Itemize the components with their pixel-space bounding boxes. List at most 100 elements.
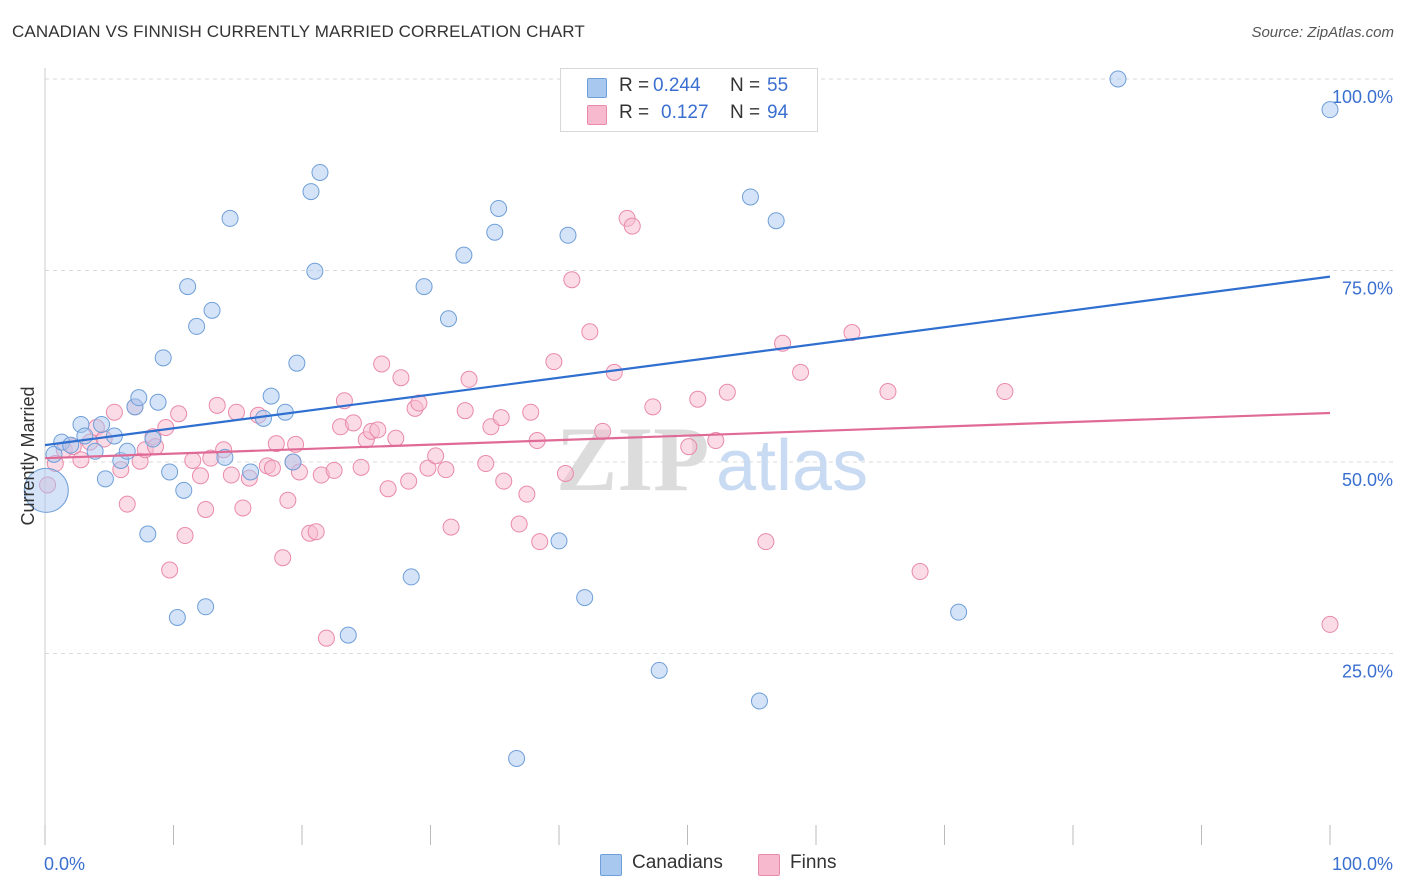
- finns-point: [72, 451, 90, 469]
- canadians-point: [750, 692, 768, 710]
- finns-point: [325, 461, 343, 479]
- canadians-point: [490, 199, 508, 217]
- finns-point: [644, 398, 662, 416]
- finns-point: [495, 472, 513, 490]
- watermark-zip: ZIP: [556, 408, 709, 510]
- finns-point: [208, 396, 226, 414]
- canadians-point: [62, 436, 80, 454]
- canadians-point: [559, 226, 577, 244]
- canadians-point: [455, 246, 473, 264]
- finns-point: [222, 466, 240, 484]
- canadians-point: [96, 470, 114, 488]
- finns-point: [581, 323, 599, 341]
- y-tick-label: 25.0%: [1342, 662, 1393, 682]
- finns-swatch: [587, 105, 607, 125]
- canadians-point: [144, 430, 162, 448]
- finns-point: [707, 432, 725, 450]
- canadians-point: [486, 223, 504, 241]
- finns-point: [352, 458, 370, 476]
- finns-point: [545, 353, 563, 371]
- y-axis-label: Currently Married: [18, 386, 38, 525]
- finns-point: [197, 500, 215, 518]
- finns-point: [369, 421, 387, 439]
- y-tick-label: 75.0%: [1342, 279, 1393, 299]
- finns-point: [911, 563, 929, 581]
- finns-point: [400, 472, 418, 490]
- finns-point: [556, 464, 574, 482]
- canadians-point: [306, 262, 324, 280]
- grid-layer: [45, 78, 1393, 654]
- canadians-point: [23, 467, 69, 513]
- canadians-point: [741, 188, 759, 206]
- finns-legend-label: Finns: [790, 852, 837, 873]
- canadians-points: [23, 70, 1339, 767]
- finns-point: [522, 403, 540, 421]
- canadians-point: [130, 389, 148, 407]
- finns-point: [170, 405, 188, 423]
- finns-point: [477, 455, 495, 473]
- finns-point: [460, 370, 478, 388]
- finns-point: [176, 527, 194, 545]
- finns-point: [456, 402, 474, 420]
- canadians-swatch: [587, 78, 607, 98]
- finns-point: [344, 414, 362, 432]
- canadians-point: [197, 598, 215, 616]
- finns-point: [234, 499, 252, 517]
- finns-point: [427, 447, 445, 465]
- finns-point: [843, 324, 861, 342]
- legend-n-value: 94: [767, 102, 789, 123]
- finns-point: [118, 495, 136, 513]
- finns-point: [718, 383, 736, 401]
- canadians-point: [311, 163, 329, 181]
- finns-point: [184, 451, 202, 469]
- finns-point: [442, 518, 460, 536]
- canadians-point: [242, 463, 260, 481]
- canadians-point: [139, 525, 157, 543]
- finns-point: [191, 467, 209, 485]
- stats-legend: R = 0.244 N = 55 R = 0.127 N = 94: [560, 68, 818, 132]
- canadians-point: [339, 626, 357, 644]
- legend-r-label: R =: [619, 102, 650, 123]
- finns-point: [623, 217, 641, 235]
- canadians-point: [93, 415, 111, 433]
- legend-n-label: N =: [730, 75, 761, 96]
- canadians-legend-swatch: [600, 854, 622, 876]
- canadians-point: [118, 442, 136, 460]
- y-tick-label: 50.0%: [1342, 470, 1393, 490]
- finns-point: [373, 355, 391, 373]
- canadians-point: [576, 589, 594, 607]
- canadians-point: [216, 448, 234, 466]
- canadians-point: [950, 603, 968, 621]
- finns-legend-swatch: [758, 854, 780, 876]
- canadians-point: [508, 749, 526, 767]
- canadians-point: [415, 278, 433, 296]
- finns-point: [996, 383, 1014, 401]
- finns-point: [274, 549, 292, 567]
- finns-point: [307, 523, 325, 541]
- finns-point: [879, 383, 897, 401]
- trend-lines: [44, 275, 1331, 460]
- y-tick-label: 100.0%: [1332, 87, 1393, 107]
- axis-layer: 100.0% 75.0% 50.0% 25.0%: [44, 68, 1393, 845]
- finns-point: [379, 480, 397, 498]
- canadians-point: [439, 310, 457, 328]
- finns-point: [757, 533, 775, 551]
- legend-r-value: 0.127: [661, 102, 709, 123]
- finns-point: [492, 409, 510, 427]
- finns-point: [518, 485, 536, 503]
- canadians-point: [284, 453, 302, 471]
- legend-r-label: R =: [619, 75, 650, 96]
- canadians-point: [767, 212, 785, 230]
- canadians-point: [188, 317, 206, 335]
- finns-point: [437, 461, 455, 479]
- finns-point: [689, 390, 707, 408]
- canadians-point: [550, 532, 568, 550]
- canadians-point: [179, 278, 197, 296]
- finns-point: [317, 629, 335, 647]
- canadians-point: [1109, 70, 1127, 88]
- finns-point: [792, 363, 810, 381]
- canadians-point: [221, 209, 239, 227]
- canadians-point: [203, 301, 221, 319]
- canadians-point: [262, 387, 280, 405]
